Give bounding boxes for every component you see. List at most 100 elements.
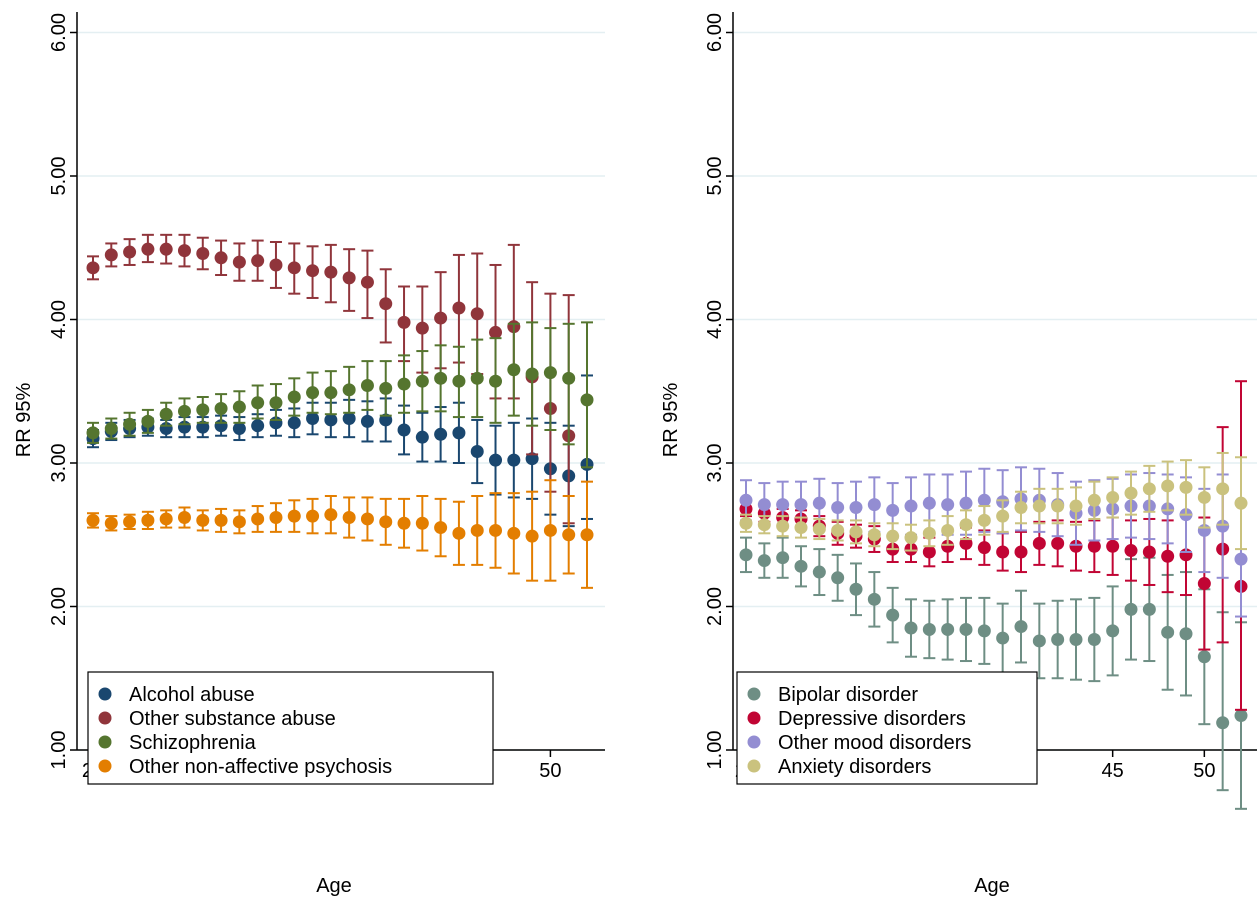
data-point (849, 582, 863, 596)
data-point (360, 414, 374, 428)
data-point (1197, 650, 1211, 664)
y-tick-label: 2.00 (704, 587, 726, 626)
data-point (794, 559, 808, 573)
data-point (959, 518, 973, 532)
legend-marker (747, 759, 761, 773)
data-point (324, 508, 338, 522)
data-point (1014, 545, 1028, 559)
data-point (470, 523, 484, 537)
y-tick-label: 3.00 (48, 444, 70, 483)
data-point (867, 528, 881, 542)
data-point (489, 325, 503, 339)
legend-marker (747, 687, 761, 701)
data-point (306, 386, 320, 400)
data-point (434, 427, 448, 441)
data-point (941, 622, 955, 636)
data-point (1161, 549, 1175, 563)
legend-marker (98, 711, 112, 725)
data-point (452, 526, 466, 540)
data-point (415, 516, 429, 530)
data-point (1234, 552, 1248, 566)
y-tick-label: 5.00 (704, 157, 726, 196)
data-point (886, 529, 900, 543)
data-point (1069, 633, 1083, 647)
data-point (269, 258, 283, 272)
data-point (812, 565, 826, 579)
data-point (196, 403, 210, 417)
data-point (525, 529, 539, 543)
legend-label: Other substance abuse (129, 708, 336, 730)
data-point (996, 631, 1010, 645)
data-point (977, 513, 991, 527)
series-1 (86, 374, 594, 528)
data-point (397, 423, 411, 437)
data-point (812, 522, 826, 536)
data-point (1216, 519, 1230, 533)
data-point (1014, 620, 1028, 634)
data-point (269, 511, 283, 525)
data-point (867, 498, 881, 512)
y-tick-label: 3.00 (704, 444, 726, 483)
data-point (397, 315, 411, 329)
data-point (977, 541, 991, 555)
data-point (141, 513, 155, 527)
data-point (941, 498, 955, 512)
data-point (543, 366, 557, 380)
data-point (1216, 482, 1230, 496)
data-point (1179, 627, 1193, 641)
data-point (757, 554, 771, 568)
data-point (86, 426, 100, 440)
data-point (1142, 482, 1156, 496)
data-point (1087, 539, 1101, 553)
data-point (959, 622, 973, 636)
data-point (562, 528, 576, 542)
data-point (1032, 634, 1046, 648)
legend-marker (98, 687, 112, 701)
series-3 (86, 321, 594, 469)
data-point (251, 396, 265, 410)
data-point (886, 503, 900, 517)
data-point (977, 493, 991, 507)
x-tick-label: 45 (1102, 760, 1124, 782)
data-point (1161, 625, 1175, 639)
data-point (1142, 602, 1156, 616)
data-point (306, 264, 320, 278)
data-point (159, 512, 173, 526)
data-point (1106, 490, 1120, 504)
legend-label: Other non-affective psychosis (129, 756, 392, 778)
data-point (794, 498, 808, 512)
data-point (1124, 602, 1138, 616)
data-point (397, 516, 411, 530)
data-point (1216, 716, 1230, 730)
data-point (1124, 544, 1138, 558)
data-point (1051, 633, 1065, 647)
data-point (1197, 490, 1211, 504)
data-point (141, 414, 155, 428)
data-point (757, 498, 771, 512)
data-point (434, 521, 448, 535)
data-point (1234, 496, 1248, 510)
data-point (123, 515, 137, 529)
data-point (470, 371, 484, 385)
data-point (86, 261, 100, 275)
data-point (757, 518, 771, 532)
data-point (214, 401, 228, 415)
data-point (306, 509, 320, 523)
data-point (1051, 536, 1065, 550)
data-point (324, 386, 338, 400)
data-point (1124, 486, 1138, 500)
data-point (1032, 536, 1046, 550)
data-point (977, 624, 991, 638)
legend-label: Schizophrenia (129, 732, 257, 754)
data-point (379, 515, 393, 529)
data-point (232, 422, 246, 436)
data-point (1069, 539, 1083, 553)
data-point (470, 445, 484, 459)
data-point (397, 377, 411, 391)
data-point (580, 528, 594, 542)
series-4 (86, 479, 594, 589)
data-point (812, 496, 826, 510)
x-axis-title: Age (316, 875, 352, 896)
